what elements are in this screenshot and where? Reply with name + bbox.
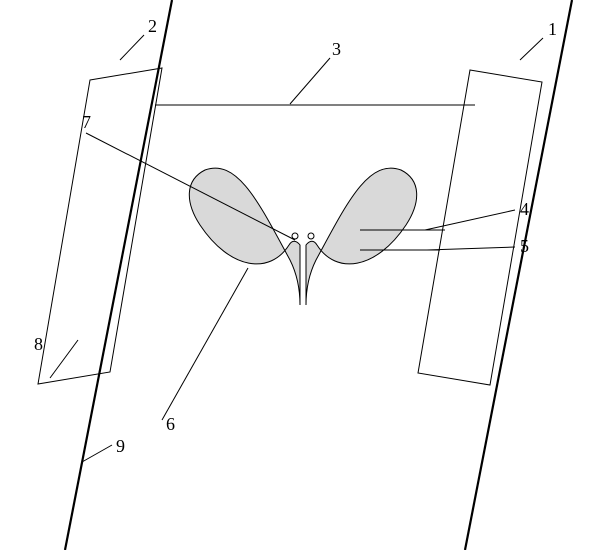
label-8: 8 <box>34 334 43 354</box>
wing-hole-right-icon <box>308 233 314 239</box>
left-rect <box>38 68 162 384</box>
leader-3 <box>290 58 330 104</box>
leader-1 <box>520 38 543 60</box>
leader-6 <box>162 268 248 420</box>
wing-left <box>189 168 300 305</box>
label-5: 5 <box>520 236 529 256</box>
frame-line-right <box>465 0 572 550</box>
label-3: 3 <box>332 39 341 59</box>
label-9: 9 <box>116 436 125 456</box>
label-4: 4 <box>520 199 529 219</box>
label-6: 6 <box>166 414 175 434</box>
leader-7 <box>86 133 295 240</box>
label-7: 7 <box>82 112 91 132</box>
leader-4 <box>425 210 515 230</box>
leader-2 <box>120 35 144 60</box>
label-1: 1 <box>548 19 557 39</box>
frame-line-left <box>65 0 172 550</box>
leader-9 <box>82 445 112 462</box>
diagram-canvas: 1 2 3 4 5 6 7 8 9 <box>0 0 608 550</box>
label-2: 2 <box>148 16 157 36</box>
wing-right <box>306 168 417 305</box>
leader-8 <box>50 340 78 378</box>
leader-5 <box>427 247 515 250</box>
wing-hole-left-icon <box>292 233 298 239</box>
